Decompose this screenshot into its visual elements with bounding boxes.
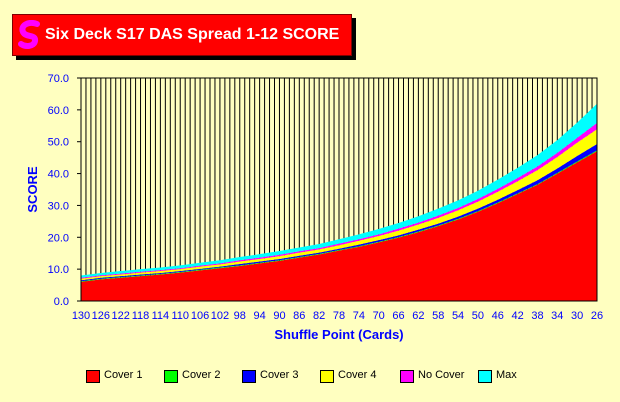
x-tick-label: 66 bbox=[392, 310, 404, 322]
x-tick-label: 122 bbox=[112, 310, 130, 322]
legend-swatch bbox=[86, 370, 100, 383]
x-tick-label: 130 bbox=[72, 310, 90, 322]
x-tick-label: 30 bbox=[571, 310, 583, 322]
x-tick-label: 54 bbox=[452, 310, 464, 322]
x-tick-label: 90 bbox=[273, 310, 285, 322]
x-tick-label: 70 bbox=[373, 310, 385, 322]
x-axis-label: Shuffle Point (Cards) bbox=[274, 327, 403, 342]
x-tick-label: 50 bbox=[472, 310, 484, 322]
x-tick-label: 78 bbox=[333, 310, 345, 322]
x-tick-label: 46 bbox=[492, 310, 504, 322]
x-tick-label: 98 bbox=[234, 310, 246, 322]
legend-label: No Cover bbox=[418, 369, 465, 381]
legend-label: Cover 4 bbox=[338, 369, 377, 381]
x-tick-label: 62 bbox=[412, 310, 424, 322]
logo-icon bbox=[18, 20, 40, 49]
area-cover-1 bbox=[81, 151, 597, 301]
x-tick-label: 82 bbox=[313, 310, 325, 322]
x-tick-label: 102 bbox=[211, 310, 229, 322]
legend-label: Max bbox=[496, 369, 517, 381]
x-tick-label: 126 bbox=[92, 310, 110, 322]
legend-swatch bbox=[242, 370, 256, 383]
x-tick-label: 94 bbox=[253, 310, 265, 322]
x-tick-label: 42 bbox=[511, 310, 523, 322]
y-tick-label: 60.0 bbox=[48, 105, 69, 117]
x-tick-label: 34 bbox=[551, 310, 563, 322]
x-tick-label: 74 bbox=[353, 310, 365, 322]
y-tick-label: 20.0 bbox=[48, 232, 69, 244]
y-tick-label: 10.0 bbox=[48, 264, 69, 276]
y-tick-label: 40.0 bbox=[48, 169, 69, 181]
chart-title: Six Deck S17 DAS Spread 1-12 SCORE bbox=[45, 26, 340, 43]
x-tick-label: 110 bbox=[171, 310, 189, 322]
y-tick-label: 70.0 bbox=[48, 73, 69, 85]
legend-label: Cover 1 bbox=[104, 369, 143, 381]
chart-legend: Cover 1 Cover 2 Cover 3 Cover 4 No Cover Max bbox=[86, 368, 606, 384]
x-tick-label: 114 bbox=[152, 310, 170, 322]
x-tick-label: 106 bbox=[191, 310, 209, 322]
legend-swatch bbox=[400, 370, 414, 383]
x-tick-label: 26 bbox=[591, 310, 603, 322]
y-tick-label: 30.0 bbox=[48, 200, 69, 212]
legend-swatch bbox=[478, 370, 492, 383]
legend-label: Cover 3 bbox=[260, 369, 299, 381]
plot-border bbox=[80, 77, 598, 302]
legend-label: Cover 2 bbox=[182, 369, 221, 381]
legend-swatch bbox=[164, 370, 178, 383]
x-tick-label: 86 bbox=[293, 310, 305, 322]
y-axis-label: SCORE bbox=[25, 166, 40, 213]
x-tick-label: 58 bbox=[432, 310, 444, 322]
y-tick-label: 50.0 bbox=[48, 137, 69, 149]
area-max bbox=[81, 103, 597, 278]
legend-swatch bbox=[320, 370, 334, 383]
y-tick-label: 0.0 bbox=[54, 296, 69, 308]
chart-title-box: Six Deck S17 DAS Spread 1-12 SCORE bbox=[12, 14, 352, 56]
x-tick-label: 38 bbox=[531, 310, 543, 322]
x-tick-label: 118 bbox=[132, 310, 150, 322]
